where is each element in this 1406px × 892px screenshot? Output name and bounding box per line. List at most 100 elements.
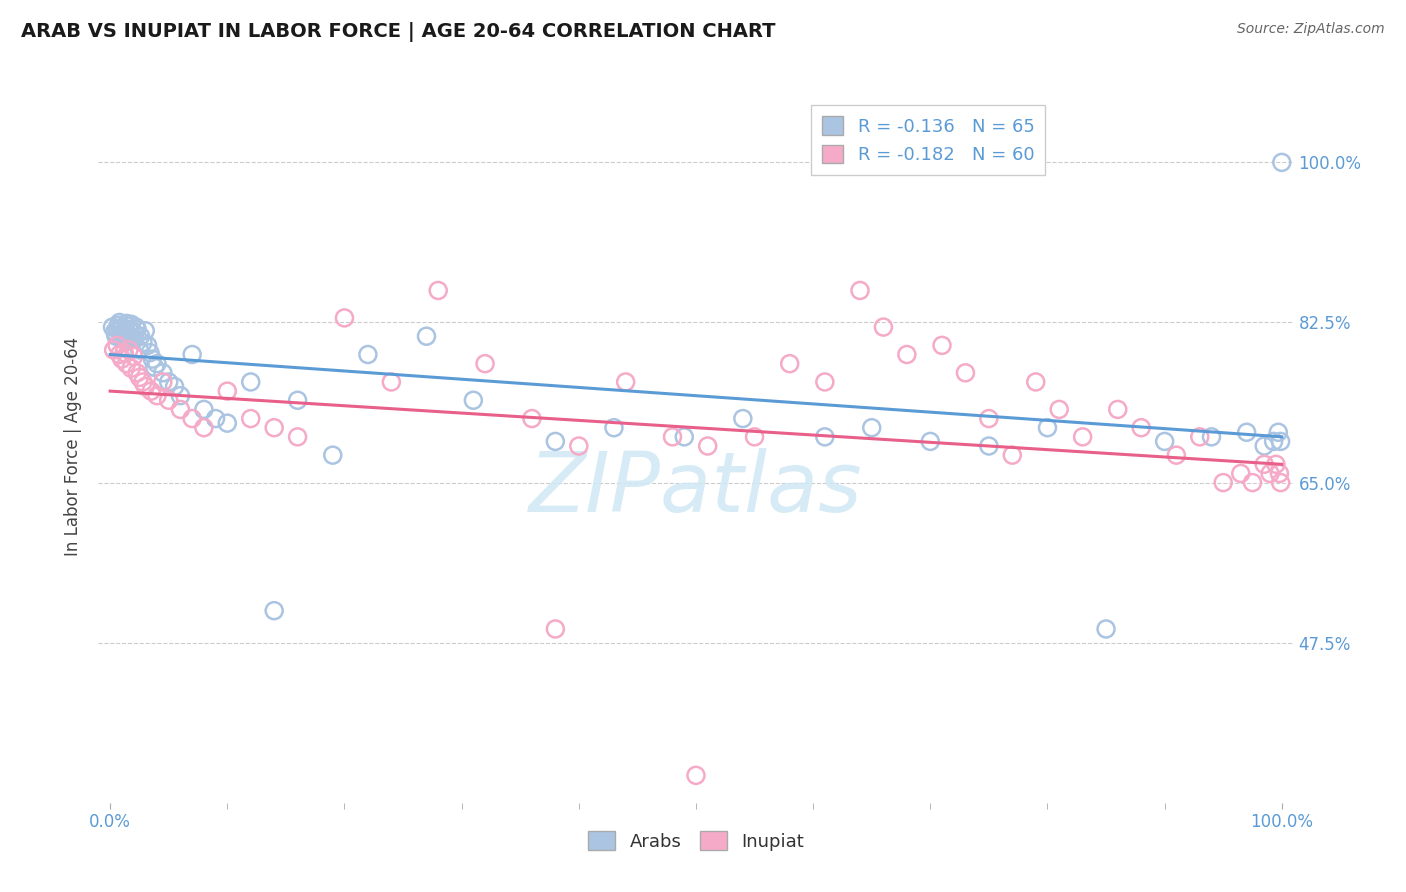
Point [141, 384, 163, 398]
Point [121, 330, 143, 344]
Point [1268, 467, 1291, 481]
Point [1025, 375, 1047, 389]
Y-axis label: In Labor Force | Age 20-64: In Labor Force | Age 20-64 [65, 336, 83, 556]
Point [1253, 439, 1275, 453]
Point [101, 320, 124, 334]
Point [128, 343, 150, 357]
Point [124, 332, 146, 346]
Point [163, 379, 186, 393]
Point [152, 375, 174, 389]
Point [128, 370, 150, 384]
Point [108, 347, 131, 361]
Point [603, 420, 626, 434]
Point [896, 347, 918, 361]
Point [1253, 458, 1275, 472]
Point [1188, 430, 1211, 444]
Point [1271, 155, 1294, 169]
Point [157, 393, 180, 408]
Point [1270, 434, 1292, 449]
Point [1229, 467, 1253, 481]
Point [427, 284, 450, 298]
Point [1001, 448, 1024, 462]
Point [661, 430, 683, 444]
Legend: Arabs, Inupiat: Arabs, Inupiat [581, 824, 811, 858]
Point [380, 375, 402, 389]
Point [1107, 402, 1129, 417]
Point [1047, 402, 1070, 417]
Point [132, 375, 155, 389]
Point [157, 375, 180, 389]
Point [136, 338, 159, 352]
Point [849, 284, 872, 298]
Point [614, 375, 637, 389]
Point [105, 329, 128, 343]
Point [120, 323, 141, 337]
Point [1201, 430, 1223, 444]
Point [1036, 420, 1059, 434]
Point [111, 331, 134, 345]
Point [920, 434, 942, 449]
Point [333, 310, 356, 325]
Point [357, 347, 380, 361]
Point [322, 448, 344, 462]
Point [117, 334, 139, 348]
Point [544, 622, 567, 636]
Point [977, 439, 1000, 453]
Point [1267, 425, 1289, 440]
Point [1071, 430, 1094, 444]
Point [169, 402, 191, 417]
Point [169, 389, 191, 403]
Point [115, 357, 138, 371]
Point [104, 325, 127, 339]
Point [860, 420, 883, 434]
Point [110, 326, 132, 341]
Point [204, 411, 226, 425]
Point [141, 352, 163, 367]
Point [814, 375, 837, 389]
Point [1236, 425, 1258, 440]
Point [143, 360, 166, 375]
Point [779, 357, 801, 371]
Point [1130, 420, 1153, 434]
Point [872, 320, 894, 334]
Point [127, 322, 149, 336]
Point [146, 389, 169, 403]
Point [111, 321, 134, 335]
Point [731, 411, 754, 425]
Point [120, 318, 142, 332]
Point [112, 345, 135, 359]
Point [263, 420, 285, 434]
Point [263, 604, 285, 618]
Text: ARAB VS INUPIAT IN LABOR FORCE | AGE 20-64 CORRELATION CHART: ARAB VS INUPIAT IN LABOR FORCE | AGE 20-… [21, 22, 776, 42]
Point [107, 318, 129, 333]
Point [181, 411, 204, 425]
Point [1166, 448, 1188, 462]
Point [105, 322, 128, 336]
Point [287, 430, 309, 444]
Point [134, 379, 156, 393]
Point [1241, 475, 1264, 490]
Point [287, 393, 309, 408]
Point [1212, 475, 1234, 490]
Point [139, 345, 162, 359]
Point [122, 326, 145, 340]
Point [181, 347, 204, 361]
Point [152, 366, 174, 380]
Point [129, 329, 152, 343]
Point [696, 439, 718, 453]
Point [744, 430, 766, 444]
Point [111, 352, 134, 367]
Point [673, 430, 696, 444]
Point [114, 324, 136, 338]
Point [1263, 434, 1285, 449]
Point [415, 329, 437, 343]
Point [112, 333, 135, 347]
Point [125, 320, 148, 334]
Point [118, 319, 141, 334]
Point [239, 375, 262, 389]
Point [685, 768, 707, 782]
Point [463, 393, 485, 408]
Point [1153, 434, 1175, 449]
Point [108, 316, 131, 330]
Point [217, 416, 239, 430]
